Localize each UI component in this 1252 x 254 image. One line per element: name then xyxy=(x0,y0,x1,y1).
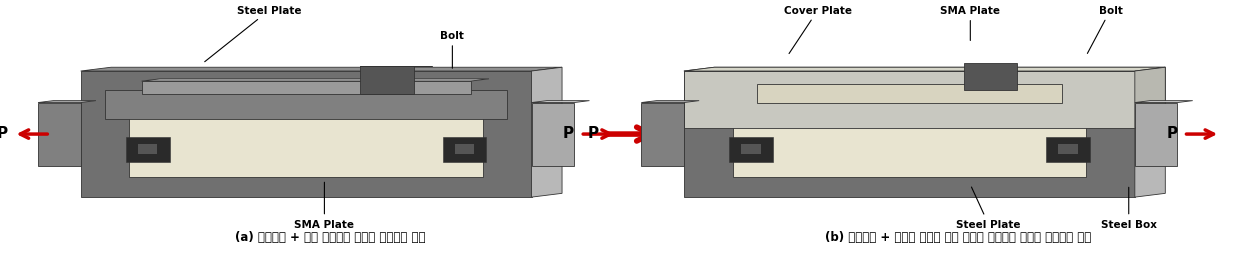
Polygon shape xyxy=(80,72,532,197)
Polygon shape xyxy=(641,103,684,166)
Polygon shape xyxy=(138,145,158,155)
Text: P: P xyxy=(563,126,575,141)
Text: Cover Plate: Cover Plate xyxy=(784,6,851,54)
Text: Steel Box: Steel Box xyxy=(1101,187,1157,229)
Polygon shape xyxy=(141,80,490,82)
Polygon shape xyxy=(532,101,590,103)
Polygon shape xyxy=(361,67,414,94)
Text: SMA Plate: SMA Plate xyxy=(940,6,1000,41)
Polygon shape xyxy=(1045,137,1089,162)
Polygon shape xyxy=(732,112,1085,177)
Polygon shape xyxy=(964,64,1018,91)
Text: Steel Plate: Steel Plate xyxy=(957,187,1020,229)
Polygon shape xyxy=(141,82,471,94)
Text: Steel Plate: Steel Plate xyxy=(205,6,302,62)
Polygon shape xyxy=(1134,103,1177,166)
Polygon shape xyxy=(1134,101,1193,103)
Polygon shape xyxy=(729,137,772,162)
Polygon shape xyxy=(684,72,1134,128)
Polygon shape xyxy=(741,145,761,155)
Text: P: P xyxy=(587,126,598,141)
Polygon shape xyxy=(38,103,80,166)
Polygon shape xyxy=(125,137,169,162)
Polygon shape xyxy=(1058,145,1078,155)
Text: (a) 자동복원 + 전단 마찰력을 활용한 브레이싱 장치: (a) 자동복원 + 전단 마찰력을 활용한 브레이싱 장치 xyxy=(235,230,426,243)
Polygon shape xyxy=(80,68,562,72)
Polygon shape xyxy=(105,91,507,119)
Polygon shape xyxy=(757,84,1062,103)
Polygon shape xyxy=(684,68,1166,72)
Polygon shape xyxy=(443,137,487,162)
Text: Bolt: Bolt xyxy=(441,31,464,69)
Text: P: P xyxy=(0,126,8,141)
Polygon shape xyxy=(1134,68,1166,197)
Polygon shape xyxy=(454,145,475,155)
Text: SMA Plate: SMA Plate xyxy=(294,183,354,229)
Text: P: P xyxy=(666,126,677,141)
Polygon shape xyxy=(1134,68,1166,128)
Polygon shape xyxy=(532,68,562,197)
Text: (b) 자동복원 + 강재의 항복에 의한 에너지 소산성을 활용한 브레이싱 장치: (b) 자동복원 + 강재의 항복에 의한 에너지 소산성을 활용한 브레이싱 … xyxy=(825,230,1092,243)
Polygon shape xyxy=(684,72,1134,197)
Polygon shape xyxy=(38,101,96,103)
Polygon shape xyxy=(641,101,699,103)
Text: Bolt: Bolt xyxy=(1088,6,1122,54)
Polygon shape xyxy=(684,68,1166,72)
Polygon shape xyxy=(532,103,575,166)
Polygon shape xyxy=(129,112,483,177)
Text: P: P xyxy=(1167,126,1177,141)
